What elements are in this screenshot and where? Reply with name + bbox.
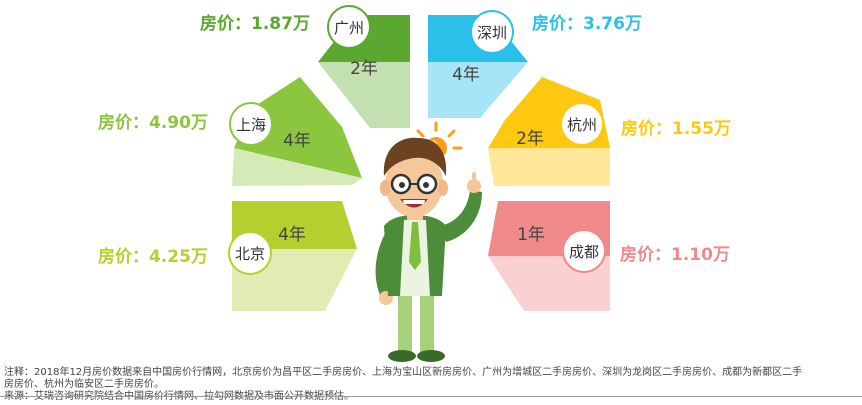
years-shanghai: 4年 [283, 131, 311, 151]
years-beijing: 4年 [278, 225, 306, 245]
years-shenzhen: 4年 [452, 65, 480, 85]
city-label-shanghai: 上海 [236, 116, 266, 134]
segment-guangzhou: 2年 广州 [318, 5, 410, 128]
price-beijing: 房价：4.25万 [98, 247, 208, 267]
city-label-shenzhen: 深圳 [477, 24, 507, 42]
years-guangzhou: 2年 [350, 59, 378, 79]
city-label-beijing: 北京 [235, 245, 265, 263]
price-hangzhou: 房价：1.55万 [621, 119, 731, 139]
cartoon-man-illustration [375, 121, 482, 362]
city-label-guangzhou: 广州 [334, 19, 364, 37]
source-line: 来源：艾瑞咨询研究院结合中国房价行情网、拉勾网数据及市面公开数据预估。 [4, 391, 354, 403]
segment-beijing: 4年 北京 [228, 201, 357, 311]
segment-hangzhou: 2年 杭州 [488, 77, 610, 186]
city-label-chengdu: 成都 [569, 243, 599, 261]
price-chengdu: 房价：1.10万 [620, 245, 730, 265]
city-label-hangzhou: 杭州 [567, 116, 597, 134]
price-shenzhen: 房价：3.76万 [532, 14, 642, 34]
segment-shanghai: 4年 上海 [229, 77, 362, 186]
years-chengdu: 1年 [517, 225, 545, 245]
segment-shenzhen: 4年 深圳 [428, 10, 528, 118]
footer-divider [0, 396, 862, 397]
price-guangzhou: 房价：1.87万 [200, 14, 310, 34]
price-shanghai: 房价：4.90万 [98, 113, 208, 133]
note-line-1: 注释：2018年12月房价数据来自中国房价行情网，北京房价为昌平区二手房房价、上… [4, 367, 803, 378]
segment-chengdu: 1年 成都 [488, 201, 610, 311]
years-hangzhou: 2年 [516, 129, 544, 149]
note-line-2: 房房价、杭州为临安区二手房房价。 [4, 379, 164, 390]
